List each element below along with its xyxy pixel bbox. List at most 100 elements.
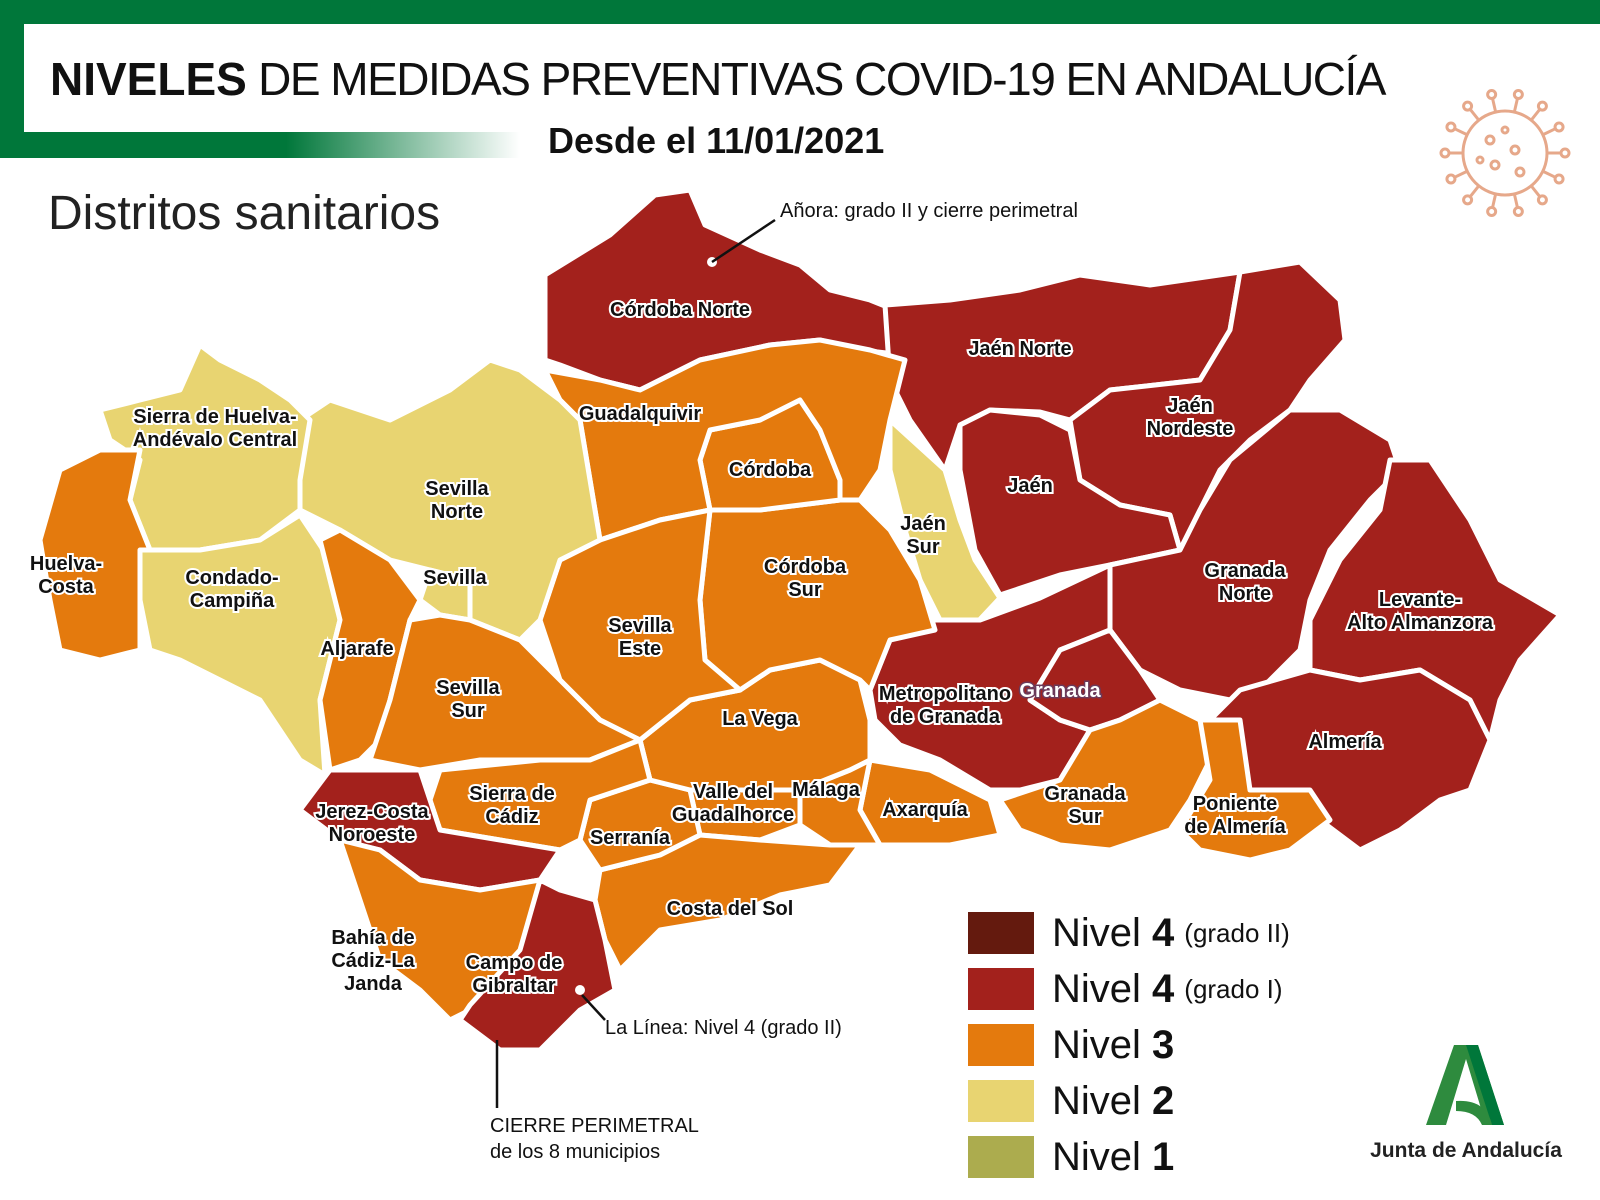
virus-spike-tip [1462, 194, 1474, 206]
label-jerez-2: Noroeste [329, 824, 416, 846]
label-huelva-costa: Huelva- [30, 553, 102, 575]
legend-swatch [968, 912, 1034, 954]
virus-spike [1468, 184, 1480, 198]
virus-spike [1512, 193, 1519, 208]
label-sevilla-norte-2: Norte [431, 501, 483, 523]
legend-swatch [968, 1024, 1034, 1066]
label-bahia-2: Cádiz-La [331, 950, 415, 972]
label-cordoba-sur: Córdoba [764, 556, 847, 578]
label-jaen-norte: Jaén Norte [968, 338, 1071, 360]
label-jaen: Jaén [1007, 475, 1053, 497]
label-sierra-huelva-2: Andévalo Central [133, 429, 297, 451]
anora-leader [711, 218, 776, 264]
virus-spike-tip [1486, 205, 1498, 217]
label-sevilla-norte: Sevilla [425, 478, 489, 500]
annotation-cierre-2: de los 8 municipios [490, 1141, 660, 1163]
virus-spike [1491, 98, 1498, 113]
label-sierra-huelva: Sierra de Huelva- [133, 406, 296, 428]
label-cordoba: Córdoba [729, 459, 812, 481]
virus-spike [1530, 108, 1542, 122]
label-condado: Condado- [185, 567, 278, 589]
virus-spike [1542, 127, 1557, 137]
page-subtitle: Desde el 11/01/2021 [548, 120, 885, 161]
label-jaen-sur-2: Sur [906, 536, 940, 558]
legend-label: Nivel 2 [1052, 1078, 1175, 1123]
legend-item-nivel1: Nivel 1 [968, 1129, 1290, 1185]
label-bahia: Bahía de [331, 927, 414, 949]
logo-text: Junta de Andalucía [1370, 1139, 1562, 1162]
label-cordoba-sur-2: Sur [788, 579, 822, 601]
title-box [24, 24, 1584, 132]
junta-logo-icon [1426, 1045, 1504, 1125]
virus-spike [1468, 108, 1480, 122]
district-jaen[interactable] [957, 407, 1183, 598]
district-granada-norte[interactable] [1107, 407, 1403, 703]
virus-spike-tip [1536, 100, 1548, 112]
label-aljarafe: Aljarafe [320, 638, 393, 660]
label-campo-2: Gibraltar [472, 975, 556, 997]
label-almeria: Almería [1308, 731, 1382, 753]
legend-item-nivel2: Nivel 2 [968, 1073, 1290, 1129]
label-levante: Levante- [1379, 589, 1461, 611]
virus-spike-tip [1553, 121, 1565, 133]
la-linea-marker [575, 985, 585, 995]
label-granada-sur-2: Sur [1068, 806, 1102, 828]
legend-item-nivel4-grado1: Nivel 4 (grado I) [968, 961, 1290, 1017]
annotation-cierre-1: CIERRE PERIMETRAL [490, 1115, 699, 1137]
virus-spike-tip [1445, 121, 1457, 133]
district-poniente-almeria[interactable] [1177, 717, 1333, 863]
label-guadalhorce-2: Guadalhorce [672, 804, 794, 826]
label-costa-del-sol: Costa del Sol [667, 898, 794, 920]
header-band [0, 0, 1600, 24]
label-bahia-3: Janda [344, 973, 403, 995]
label-jaen-nordeste: Jaén [1167, 395, 1213, 417]
virus-spike [1530, 184, 1542, 198]
virus-spike-tip [1512, 89, 1524, 101]
page-title: NIVELES DE MEDIDAS PREVENTIVAS COVID-19 … [50, 52, 1386, 106]
legend-item-nivel3: Nivel 3 [968, 1017, 1290, 1073]
label-jaen-nordeste-2: Nordeste [1147, 418, 1234, 440]
title-rest: DE MEDIDAS PREVENTIVAS COVID-19 EN ANDAL… [258, 53, 1386, 105]
district-campo-gibraltar[interactable] [457, 877, 618, 1053]
district-sevilla-norte[interactable] [297, 357, 603, 643]
label-sierra-cadiz: Sierra de [469, 783, 555, 805]
virus-spike-tip [1462, 100, 1474, 112]
virus-spike [1542, 169, 1557, 179]
virus-spike-tip [1486, 89, 1498, 101]
label-malaga: Málaga [792, 779, 861, 801]
label-huelva-costa-2: Costa [38, 576, 94, 598]
label-granada: Granada [1019, 680, 1101, 702]
virus-spike [1512, 98, 1519, 113]
legend-swatch [968, 1136, 1034, 1178]
virus-icon [1439, 89, 1571, 217]
virus-spike-tip [1445, 173, 1457, 185]
district-huelva-costa[interactable] [37, 447, 153, 663]
label-guadalquivir: Guadalquivir [579, 403, 701, 425]
label-poniente: Poniente [1193, 793, 1277, 815]
virus-spike-tip [1512, 205, 1524, 217]
legend-label: Nivel 4 [1052, 966, 1175, 1011]
virus-spike-tip [1559, 147, 1571, 159]
label-sevilla-sur-2: Sur [451, 700, 485, 722]
legend: Nivel 4 (grado II) Nivel 4 (grado I) Nivel… [968, 905, 1290, 1185]
label-cordoba-norte: Córdoba Norte [610, 299, 750, 321]
legend-item-nivel4-grado2: Nivel 4 (grado II) [968, 905, 1290, 961]
legend-label: Nivel 4 [1052, 910, 1175, 955]
district-granada-sur[interactable] [997, 697, 1213, 853]
virus-spike-tip [1553, 173, 1565, 185]
label-sevilla-este-2: Este [619, 638, 661, 660]
label-granada-norte-2: Norte [1219, 583, 1271, 605]
junta-andalucia-logo: Junta de Andalucía [1366, 1045, 1566, 1163]
header-gradient-band [0, 132, 520, 158]
legend-swatch [968, 968, 1034, 1010]
label-condado-2: Campiña [190, 590, 275, 612]
label-serrania: Serranía [590, 827, 671, 849]
virus-spike-tip [1439, 147, 1451, 159]
label-axarquia: Axarquía [882, 799, 968, 821]
virus-spike-tip [1536, 194, 1548, 206]
label-sevilla-este: Sevilla [608, 615, 672, 637]
legend-label: Nivel 1 [1052, 1134, 1175, 1179]
label-sierra-cadiz-2: Cádiz [485, 806, 538, 828]
district-condado-campina[interactable] [137, 512, 343, 778]
